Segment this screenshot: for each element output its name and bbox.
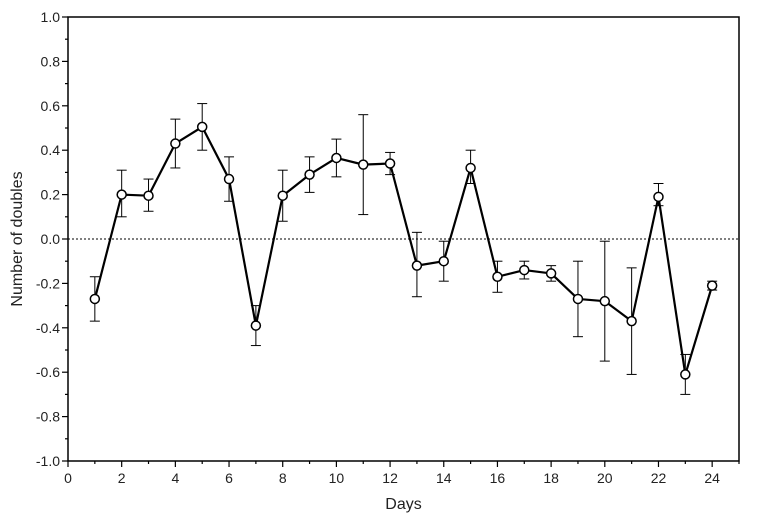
y-axis-title: Number of doubles	[9, 171, 26, 306]
data-point	[143, 190, 154, 201]
x-tick-label: 18	[543, 470, 559, 486]
y-tick-label: -1.0	[36, 453, 60, 469]
x-tick-label: 24	[704, 470, 720, 486]
data-point	[653, 191, 664, 203]
x-tick-label: 0	[64, 470, 72, 486]
y-tick-label: -0.4	[36, 320, 60, 336]
data-point	[89, 293, 101, 305]
data-point	[492, 271, 503, 282]
x-axis-title: Days	[385, 496, 421, 513]
y-tick-label: 0.4	[41, 142, 61, 158]
x-tick-label: 8	[279, 470, 287, 486]
x-tick-label: 12	[382, 470, 398, 486]
data-point	[357, 159, 369, 170]
x-tick-label: 22	[651, 470, 667, 486]
x-tick-label: 4	[171, 470, 179, 486]
x-tick-label: 14	[436, 470, 452, 486]
data-point	[411, 260, 423, 271]
y-axis-ticks: -1.0 -0.8 -0.6 -0.4 -0.2 0.0 0.2 0.4 0.6 0.8 1.0	[36, 9, 68, 469]
x-tick-label: 10	[329, 470, 345, 486]
x-axis-ticks: 0 2 4 6 8 10 12 14 16 18 20 22 24	[64, 461, 740, 486]
data-points	[89, 121, 718, 380]
x-tick-label: 16	[490, 470, 506, 486]
data-point	[519, 264, 530, 276]
data-point	[384, 158, 396, 169]
data-point	[116, 189, 127, 200]
x-tick-label: 2	[118, 470, 126, 486]
data-point	[250, 320, 262, 331]
data-point	[706, 280, 718, 291]
y-tick-label: 0.6	[41, 98, 61, 114]
y-tick-label: 0.8	[41, 53, 61, 69]
data-point	[304, 169, 315, 180]
data-point	[626, 315, 637, 327]
y-tick-label: 0.2	[41, 187, 61, 203]
y-tick-label: 0.0	[41, 231, 61, 247]
series-line	[93, 125, 714, 376]
y-tick-label: -0.6	[36, 364, 60, 380]
data-point	[599, 295, 611, 307]
data-point	[170, 138, 181, 149]
data-point	[331, 152, 342, 164]
data-point	[277, 190, 288, 201]
data-point	[196, 121, 208, 133]
y-tick-label: 1.0	[41, 9, 61, 25]
data-point	[572, 293, 584, 305]
data-point	[438, 255, 450, 267]
data-point	[545, 268, 557, 279]
x-tick-label: 20	[597, 470, 613, 486]
data-point	[223, 173, 235, 185]
y-tick-label: -0.8	[36, 409, 60, 425]
x-tick-label: 6	[225, 470, 233, 486]
y-tick-label: -0.2	[36, 275, 60, 291]
data-point	[465, 162, 476, 174]
error-bars	[89, 103, 718, 395]
data-point	[680, 369, 691, 380]
